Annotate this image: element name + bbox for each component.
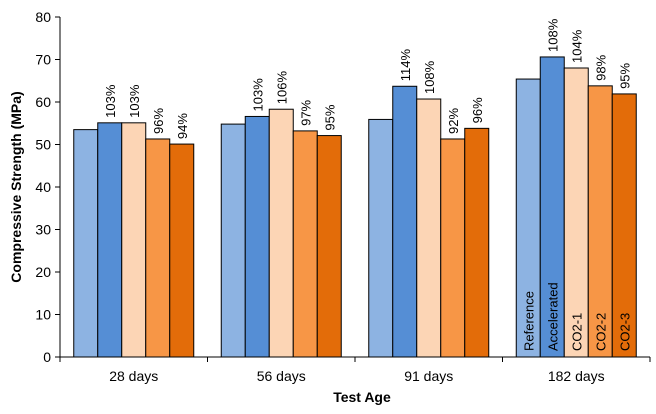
x-tick-label: 28 days — [109, 368, 158, 384]
bar-co2-3-3 — [611, 93, 637, 358]
labels-layer: 103% 103% 114% 108% 103% 106% 108% 104% 96% 97% 92… — [103, 18, 633, 351]
data-label: 94% — [175, 113, 190, 139]
x-tick-label: 91 days — [404, 368, 453, 384]
bar-co2-3-2 — [464, 127, 490, 358]
data-label: 103% — [250, 78, 265, 112]
y-tick-label: 80 — [35, 9, 51, 25]
bar-co2-3-0 — [169, 143, 195, 358]
data-label: 97% — [298, 99, 313, 125]
data-label: 106% — [274, 71, 289, 105]
data-label: 108% — [545, 18, 560, 52]
x-tick-label: 182 days — [548, 368, 605, 384]
y-axis-title: Compressive Strength (MPa) — [8, 91, 24, 282]
bar-co2-1-3 — [563, 67, 589, 358]
bar-co2-2-0 — [145, 138, 171, 358]
bar-reference-2 — [368, 118, 394, 358]
y-tick-label: 20 — [35, 264, 51, 280]
y-tick-label: 30 — [35, 222, 51, 238]
series-label: CO2-3 — [617, 313, 632, 351]
bar-accelerated-1 — [244, 115, 270, 358]
series-label: CO2-2 — [593, 313, 608, 351]
y-tick-label: 50 — [35, 137, 51, 153]
data-label: 92% — [446, 108, 461, 134]
bar-accelerated-3 — [539, 56, 565, 358]
series-label: Accelerated — [545, 282, 560, 351]
data-label: 98% — [593, 54, 608, 80]
y-tick-label: 70 — [35, 52, 51, 68]
data-label: 95% — [322, 104, 337, 130]
data-label: 96% — [470, 97, 485, 123]
bar-reference-1 — [220, 123, 246, 358]
bar-co2-2-2 — [440, 138, 466, 358]
bar-co2-1-2 — [416, 98, 442, 358]
y-tick-label: 10 — [35, 307, 51, 323]
y-tick-label: 40 — [35, 179, 51, 195]
series-label: Reference — [521, 291, 536, 351]
bar-co2-2-3 — [587, 85, 613, 358]
data-label: 96% — [151, 108, 166, 134]
y-tick-label: 0 — [43, 349, 51, 365]
y-tick-label: 60 — [35, 94, 51, 110]
bar-accelerated-0 — [97, 122, 123, 358]
x-axis-title: Test Age — [333, 389, 391, 405]
data-label: 103% — [127, 84, 142, 118]
bars-layer — [73, 56, 637, 358]
x-tick-label: 56 days — [257, 368, 306, 384]
bar-reference-0 — [73, 129, 99, 358]
bar-co2-1-0 — [121, 122, 147, 358]
bar-co2-2-1 — [292, 130, 318, 358]
bar-co2-1-1 — [268, 108, 294, 358]
data-label: 104% — [569, 29, 584, 63]
series-label: CO2-1 — [569, 313, 584, 351]
bar-accelerated-2 — [392, 85, 418, 358]
data-label: 95% — [617, 62, 632, 88]
axes-layer: 0 10 20 30 40 50 60 70 80 28 days 56 days 91 days 18… — [35, 9, 651, 384]
bar-co2-3-1 — [316, 135, 342, 358]
data-label: 103% — [103, 84, 118, 118]
data-label: 114% — [398, 49, 413, 82]
data-label: 108% — [422, 60, 437, 94]
